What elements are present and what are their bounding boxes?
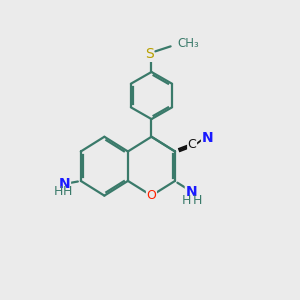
Text: N: N xyxy=(202,131,213,145)
Text: H: H xyxy=(193,194,202,207)
Text: H: H xyxy=(54,185,63,198)
Text: S: S xyxy=(145,47,154,61)
Text: N: N xyxy=(59,177,70,191)
Text: O: O xyxy=(146,189,156,202)
Text: H: H xyxy=(182,194,191,207)
Text: H: H xyxy=(63,185,72,198)
Text: C: C xyxy=(188,139,197,152)
Text: CH₃: CH₃ xyxy=(177,37,199,50)
Text: N: N xyxy=(185,185,197,199)
